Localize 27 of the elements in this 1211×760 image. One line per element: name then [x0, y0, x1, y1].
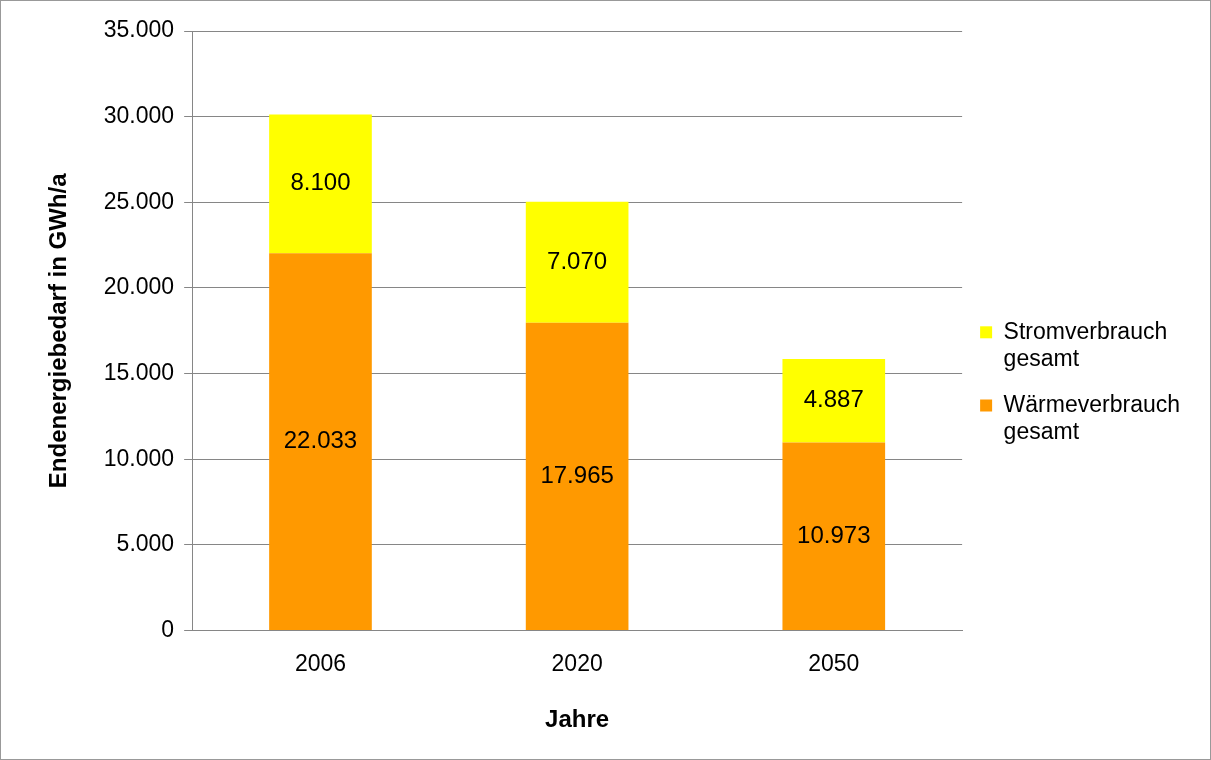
- data-label: 8.100: [290, 168, 351, 196]
- legend-label: Wärmeverbrauch gesamt: [1003, 390, 1180, 445]
- data-label: 10.973: [797, 520, 871, 548]
- y-tick-label: 25.000: [103, 187, 175, 214]
- y-tick-label: 0: [161, 615, 175, 642]
- bar: [269, 114, 372, 254]
- x-tick-label: 2006: [294, 649, 347, 676]
- bar: [782, 358, 886, 443]
- bar: [782, 442, 886, 631]
- x-axis-title: Jahre: [545, 705, 610, 733]
- data-label: 4.887: [803, 385, 864, 413]
- x-tick-label: 2020: [551, 649, 603, 676]
- data-label: 7.070: [547, 246, 608, 274]
- y-tick-label: 10.000: [103, 444, 175, 471]
- x-tick-label: 2050: [808, 649, 860, 676]
- bar: [525, 201, 629, 323]
- y-tick-label: 20.000: [103, 273, 175, 300]
- legend-label: Stromverbrauch gesamt: [1003, 317, 1168, 372]
- y-tick-label: 30.000: [103, 102, 175, 128]
- y-tick-label: 35.000: [103, 16, 175, 43]
- bar: [269, 253, 372, 631]
- y-tick-label: 15.000: [103, 358, 175, 385]
- y-axis-title: Endenergiebedarf in GWh/a: [44, 172, 72, 489]
- y-tick-label: 5.000: [116, 530, 175, 557]
- data-label: 17.965: [540, 461, 614, 489]
- data-label: 22.033: [283, 426, 358, 454]
- bar: [525, 322, 629, 631]
